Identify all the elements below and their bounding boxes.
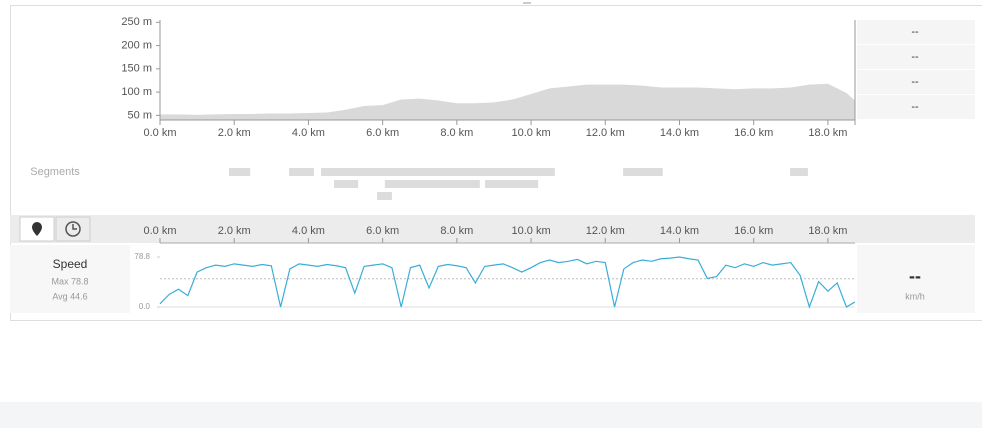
toolbar-tick-label: 8.0 km bbox=[440, 225, 473, 237]
x-tick-label: 18.0 km bbox=[808, 127, 847, 139]
x-tick-label: 0.0 km bbox=[143, 127, 176, 139]
speed-label: Speed bbox=[53, 257, 88, 271]
segment-bar bbox=[790, 168, 808, 176]
speed-unit: km/h bbox=[905, 291, 925, 301]
stat-value: -- bbox=[911, 26, 919, 38]
segments-label: Segments bbox=[30, 166, 80, 178]
toolbar-tick-label: 2.0 km bbox=[218, 225, 251, 237]
x-tick-label: 6.0 km bbox=[366, 127, 399, 139]
y-tick-label: 150 m bbox=[121, 63, 152, 75]
x-tick-label: 12.0 km bbox=[586, 127, 625, 139]
segment-bar bbox=[377, 192, 392, 200]
segment-bar bbox=[289, 168, 314, 176]
speed-current: -- bbox=[909, 266, 921, 286]
toolbar-tick-label: 12.0 km bbox=[586, 225, 625, 237]
x-tick-label: 8.0 km bbox=[440, 127, 473, 139]
x-tick-label: 10.0 km bbox=[511, 127, 550, 139]
y-tick-label: 100 m bbox=[121, 86, 152, 98]
speed-tick-label: 78.8 bbox=[134, 252, 150, 261]
x-tick-label: 16.0 km bbox=[734, 127, 773, 139]
toolbar-tick-label: 14.0 km bbox=[660, 225, 699, 237]
speed-max: Max 78.8 bbox=[51, 276, 88, 286]
speed-line bbox=[160, 257, 855, 307]
segment-bar bbox=[321, 168, 555, 176]
segment-bar bbox=[623, 168, 663, 176]
x-tick-label: 4.0 km bbox=[292, 127, 325, 139]
speed-tick-label: 0.0 bbox=[139, 302, 151, 311]
toolbar-tick-label: 18.0 km bbox=[808, 225, 847, 237]
stat-value: -- bbox=[911, 101, 919, 113]
x-tick-label: 14.0 km bbox=[660, 127, 699, 139]
segment-bar bbox=[385, 180, 480, 188]
segment-bar bbox=[334, 180, 358, 188]
panel-border bbox=[11, 6, 982, 321]
y-tick-label: 50 m bbox=[128, 109, 152, 121]
toolbar-tick-label: 10.0 km bbox=[511, 225, 550, 237]
speed-avg: Avg 44.6 bbox=[52, 291, 87, 301]
toolbar-tick-label: 0.0 km bbox=[143, 225, 176, 237]
footer-strip bbox=[0, 402, 982, 428]
y-tick-label: 200 m bbox=[121, 39, 152, 51]
toolbar-tick-label: 16.0 km bbox=[734, 225, 773, 237]
y-tick-label: 250 m bbox=[121, 16, 152, 28]
elevation-area bbox=[160, 84, 855, 120]
x-tick-label: 2.0 km bbox=[218, 127, 251, 139]
toolbar-tick-label: 4.0 km bbox=[292, 225, 325, 237]
segment-bar bbox=[229, 168, 250, 176]
segment-bar bbox=[485, 180, 538, 188]
stat-value: -- bbox=[911, 51, 919, 63]
stat-value: -- bbox=[911, 76, 919, 88]
toolbar-tick-label: 6.0 km bbox=[366, 225, 399, 237]
